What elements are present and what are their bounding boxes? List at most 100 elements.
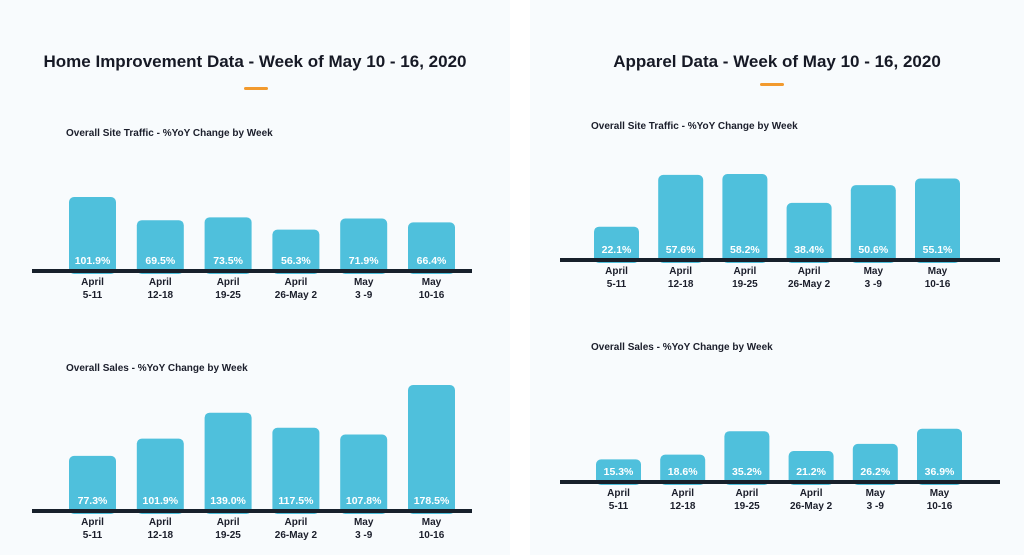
home-sales-tick-label: 5-11 <box>83 530 103 541</box>
home-sales-bar <box>272 427 320 514</box>
apparel-traffic-tick-label: 12-18 <box>668 279 694 290</box>
home-sales-tick-label: May <box>354 517 374 528</box>
apparel-traffic-chart: 22.1% April 5-11 57.6% April 12-18 58.2% April 1… <box>560 173 1000 290</box>
apparel-sales-tick-label: April <box>736 488 759 499</box>
apparel-sales-tick-label: 26-May 2 <box>790 501 833 512</box>
apparel-traffic-tick-label: 5-11 <box>607 279 627 290</box>
home-traffic-bar <box>136 220 184 274</box>
home-sales-value-label: 77.3% <box>78 495 108 507</box>
title-accent-bar <box>760 83 784 86</box>
home-traffic-bar <box>69 196 116 274</box>
home-sales-tick-label: 10-16 <box>419 530 445 541</box>
apparel-traffic-tick-label: May <box>928 266 948 277</box>
apparel-sales-chart: 15.3% April 5-11 18.6% April 12-18 35.2% April 1… <box>560 428 1000 512</box>
apparel-traffic-value-label: 57.6% <box>666 244 696 256</box>
apparel-sales-tick-label: April <box>607 488 630 499</box>
apparel-traffic-value-label: 38.4% <box>794 244 824 256</box>
home-sales-tick-label: 12-18 <box>148 530 174 541</box>
home-traffic-tick-label: April <box>217 277 240 288</box>
apparel-traffic-value-label: 22.1% <box>602 244 632 256</box>
apparel-traffic-tick-label: May <box>864 266 884 277</box>
home-traffic-bar <box>204 217 252 274</box>
home-traffic-tick-label: April <box>285 277 308 288</box>
home-sales-value-label: 101.9% <box>142 495 178 507</box>
home-sales-tick-label: April <box>149 517 172 528</box>
home-sales-value-label: 139.0% <box>210 495 246 507</box>
home-sales-tick-label: 19-25 <box>215 530 241 541</box>
apparel-traffic-tick-label: 26-May 2 <box>788 279 831 290</box>
apparel-sales-value-label: 15.3% <box>604 466 634 478</box>
apparel-traffic-bar <box>850 185 896 263</box>
home-sales-value-label: 117.5% <box>278 495 314 507</box>
apparel-sales-value-label: 35.2% <box>732 466 762 478</box>
home-traffic-tick-label: April <box>81 277 104 288</box>
home-traffic-bar <box>340 218 388 274</box>
home-improvement-title: Home Improvement Data - Week of May 10 -… <box>43 52 467 71</box>
home-sales-baseline <box>32 509 472 513</box>
apparel-sales-tick-label: 10-16 <box>927 501 953 512</box>
apparel-traffic-bar <box>658 174 704 263</box>
apparel-traffic-baseline <box>560 258 1000 262</box>
apparel-traffic-tick-label: 10-16 <box>925 279 951 290</box>
apparel-sales-value-label: 21.2% <box>796 466 826 478</box>
apparel-traffic-subtitle: Overall Site Traffic - %YoY Change by We… <box>591 121 798 132</box>
apparel-sales-value-label: 18.6% <box>668 466 698 478</box>
apparel-sales-bar <box>917 428 962 485</box>
apparel-title: Apparel Data - Week of May 10 - 16, 2020 <box>613 52 941 71</box>
apparel-sales-value-label: 36.9% <box>925 466 955 478</box>
home-sales-bar <box>69 455 116 514</box>
home-sales-tick-label: April <box>285 517 308 528</box>
apparel-traffic-tick-label: 3 -9 <box>865 279 883 290</box>
home-traffic-bar <box>408 222 455 274</box>
home-traffic-tick-label: 10-16 <box>419 290 445 301</box>
home-traffic-value-label: 56.3% <box>281 255 311 267</box>
title-accent-bar <box>244 87 268 90</box>
apparel-traffic-value-label: 58.2% <box>730 244 760 256</box>
apparel-sales-bar <box>788 451 834 485</box>
apparel-sales-tick-label: May <box>866 488 886 499</box>
home-sales-bar <box>408 385 455 514</box>
apparel-sales-tick-label: 19-25 <box>734 501 760 512</box>
home-sales-value-label: 178.5% <box>414 495 450 507</box>
home-sales-tick-label: May <box>422 517 442 528</box>
apparel-traffic-value-label: 50.6% <box>858 244 888 256</box>
apparel-sales-tick-label: 12-18 <box>670 501 696 512</box>
apparel-sales-tick-label: 3 -9 <box>867 501 885 512</box>
apparel-traffic-bar <box>915 178 960 263</box>
home-traffic-tick-label: May <box>354 277 374 288</box>
home-traffic-tick-label: 26-May 2 <box>275 290 318 301</box>
apparel-sales-bar <box>660 454 706 485</box>
home-traffic-value-label: 101.9% <box>75 255 111 267</box>
home-sales-tick-label: April <box>217 517 240 528</box>
apparel-panel: Apparel Data - Week of May 10 - 16, 2020… <box>530 0 1024 555</box>
home-traffic-value-label: 73.5% <box>213 255 243 267</box>
home-sales-bar <box>340 434 388 514</box>
home-traffic-tick-label: May <box>422 277 442 288</box>
home-sales-subtitle: Overall Sales - %YoY Change by Week <box>66 363 248 374</box>
home-traffic-value-label: 71.9% <box>349 255 379 267</box>
apparel-traffic-tick-label: April <box>605 266 628 277</box>
home-traffic-value-label: 66.4% <box>417 255 447 267</box>
home-sales-tick-label: 26-May 2 <box>275 530 318 541</box>
apparel-sales-bar <box>596 459 641 485</box>
apparel-sales-tick-label: April <box>671 488 694 499</box>
home-sales-tick-label: 3 -9 <box>355 530 373 541</box>
home-traffic-tick-label: 19-25 <box>215 290 241 301</box>
apparel-traffic-bar <box>786 202 832 263</box>
home-traffic-tick-label: 3 -9 <box>355 290 373 301</box>
home-improvement-panel: Home Improvement Data - Week of May 10 -… <box>0 0 510 555</box>
apparel-traffic-bar <box>594 226 639 263</box>
apparel-traffic-tick-label: 19-25 <box>732 279 758 290</box>
home-traffic-tick-label: 12-18 <box>148 290 174 301</box>
home-sales-bar <box>136 438 184 514</box>
apparel-traffic-tick-label: April <box>798 266 821 277</box>
home-traffic-tick-label: 5-11 <box>83 290 103 301</box>
home-traffic-bar <box>272 229 320 274</box>
apparel-sales-tick-label: 5-11 <box>609 501 629 512</box>
home-traffic-subtitle: Overall Site Traffic - %YoY Change by We… <box>66 128 273 139</box>
home-sales-chart: 77.3% April 5-11 101.9% April 12-18 139.0% Apri… <box>32 385 472 541</box>
home-traffic-baseline <box>32 269 472 273</box>
home-traffic-tick-label: April <box>149 277 172 288</box>
home-traffic-chart: 101.9% April 5-11 69.5% April 12-18 73.5% April… <box>32 196 472 301</box>
home-sales-value-label: 107.8% <box>346 495 382 507</box>
